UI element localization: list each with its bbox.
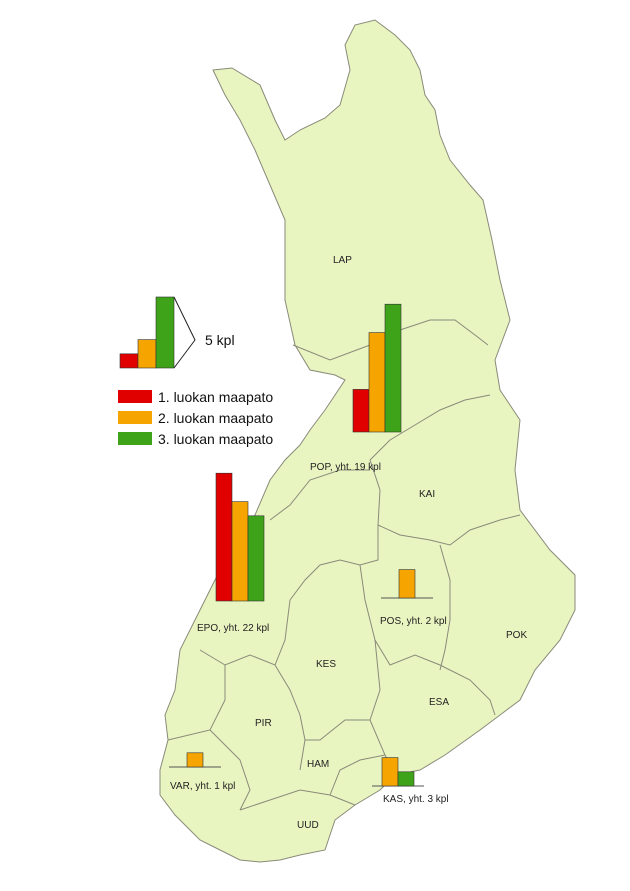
border-pop-kai: [369, 394, 491, 461]
region-label-kai: KAI: [419, 489, 435, 500]
legend-item: 3. luokan maapato: [118, 428, 273, 449]
bar-epo-class3: [247, 515, 265, 602]
chart-label-pos: POS, yht. 2 kpl: [380, 616, 447, 627]
legend-label: 3. luokan maapato: [158, 430, 274, 447]
border-epo-kes: [289, 525, 379, 601]
chart-label-epo: EPO, yht. 22 kpl: [197, 623, 269, 634]
bar-pop-class2: [368, 332, 386, 433]
border-pir-kes: [274, 664, 306, 771]
scale-bracket: [173, 296, 196, 369]
border-kes-esa: [305, 639, 381, 741]
border-var-ham: [209, 729, 251, 811]
legend-swatch-class3: [118, 432, 152, 445]
bar-pos-class2: [398, 569, 416, 599]
scale-bars: [119, 296, 175, 369]
legend-item: 1. luokan maapato: [118, 386, 273, 407]
border-lap-pop: [292, 319, 489, 361]
legend-item: 2. luokan maapato: [118, 407, 273, 428]
border-pop-epo: [269, 469, 370, 521]
region-label-lap: LAP: [333, 255, 352, 266]
legend-swatch-class1: [118, 390, 152, 403]
bar-kas-class2: [381, 757, 399, 787]
bar-var-class2: [186, 752, 204, 768]
scale-bar-class3: [155, 296, 175, 369]
legend-swatch-class2: [118, 411, 152, 424]
chart-label-kas: KAS, yht. 3 kpl: [383, 794, 449, 805]
legend-label: 1. luokan maapato: [158, 388, 274, 405]
border-kai-south: [369, 459, 521, 546]
scale-bar-class1: [119, 353, 139, 369]
bar-pop-class1: [352, 389, 370, 433]
bar-charts: [169, 303, 433, 787]
region-label-pir: PIR: [255, 718, 272, 729]
region-label-kes: KES: [316, 659, 336, 670]
scale-label: 5 kpl: [205, 332, 235, 348]
region-label-uud: UUD: [297, 820, 319, 831]
bar-epo-class1: [215, 472, 233, 602]
border-kes-pos: [359, 564, 496, 716]
legend: 1. luokan maapato 2. luokan maapato 3. l…: [118, 386, 273, 449]
region-label-pok: POK: [506, 630, 527, 641]
border-ham-kas: [329, 754, 386, 796]
border-pos-pok: [439, 544, 451, 671]
chart-label-var: VAR, yht. 1 kpl: [170, 781, 235, 792]
legend-label: 2. luokan maapato: [158, 409, 274, 426]
border-ham-uud: [239, 789, 356, 811]
bar-epo-class2: [231, 501, 249, 602]
bar-kas-class3: [397, 771, 415, 787]
border-var-pir: [167, 665, 226, 741]
chart-label-pop: POP, yht. 19 kpl: [310, 462, 381, 473]
finland-outline: [159, 19, 576, 863]
border-epo-pir: [199, 599, 291, 666]
region-label-esa: ESA: [429, 697, 449, 708]
region-label-ham: HAM: [307, 759, 329, 770]
bar-pop-class3: [384, 303, 402, 433]
scale-bar-class2: [137, 339, 157, 369]
region-borders: [167, 319, 521, 811]
